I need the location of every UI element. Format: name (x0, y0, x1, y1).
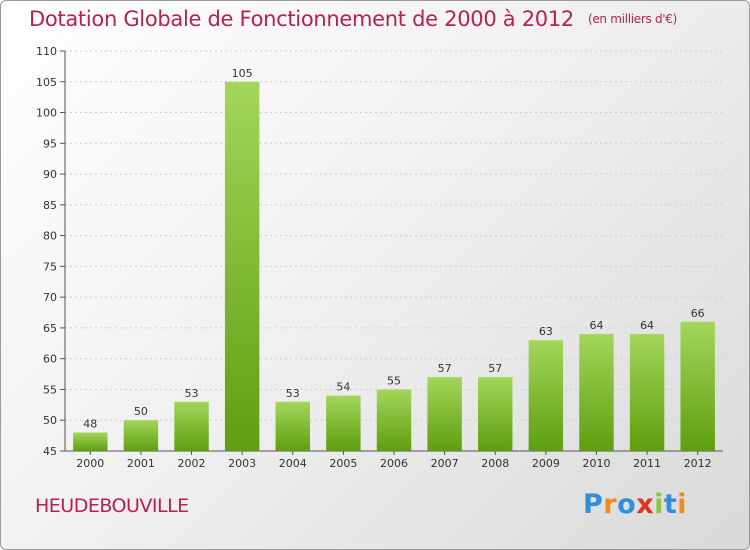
bar (427, 377, 462, 451)
bar (174, 401, 209, 451)
y-tick-label: 75 (43, 260, 57, 273)
logo-letter: o (617, 489, 637, 520)
bar-value-label: 54 (336, 381, 350, 394)
bar (629, 334, 665, 451)
x-tick-label: 2010 (582, 457, 610, 470)
x-tick-label: 2008 (481, 457, 509, 470)
bar (680, 321, 715, 451)
y-tick-label: 85 (43, 199, 57, 212)
bar-value-label: 64 (589, 319, 603, 332)
y-tick-label: 45 (43, 445, 57, 458)
bar (326, 395, 361, 451)
bar (275, 401, 310, 451)
bar (579, 334, 614, 451)
x-tick-label: 2011 (633, 457, 661, 470)
x-tick-label: 2005 (329, 457, 357, 470)
y-tick-label: 70 (43, 291, 57, 304)
y-tick-label: 55 (43, 383, 57, 396)
x-tick-label: 2002 (178, 457, 206, 470)
logo-letter: x (636, 489, 655, 520)
bar-value-label: 53 (185, 387, 199, 400)
y-tick-label: 105 (36, 76, 57, 89)
logo-letter: i (654, 489, 664, 520)
y-tick-label: 60 (43, 353, 57, 366)
y-tick-label: 80 (43, 230, 57, 243)
logo-letter: i (677, 489, 688, 520)
bar (123, 420, 159, 451)
x-tick-label: 2007 (431, 457, 459, 470)
bar-value-label: 63 (539, 325, 553, 338)
bar-value-label: 105 (232, 67, 253, 80)
logo-letter: P (583, 489, 604, 520)
bar-value-label: 50 (134, 405, 148, 418)
chart-title: Dotation Globale de Fonctionnement de 20… (29, 7, 677, 31)
y-tick-label: 110 (36, 45, 57, 58)
bar (478, 377, 513, 451)
y-tick-label: 90 (43, 168, 57, 181)
x-tick-label: 2009 (532, 457, 560, 470)
bar-value-label: 66 (691, 307, 705, 320)
bar (528, 340, 564, 451)
bar (73, 432, 108, 451)
x-tick-label: 2004 (279, 457, 307, 470)
bar-value-label: 48 (83, 418, 97, 431)
bar (376, 389, 412, 451)
y-tick-label: 95 (43, 137, 57, 150)
y-tick-label: 50 (43, 414, 57, 427)
chart-title-text: Dotation Globale de Fonctionnement de 20… (29, 7, 574, 31)
commune-name: HEUDEBOUVILLE (35, 495, 189, 517)
bar-value-label: 57 (438, 362, 452, 375)
bar (224, 81, 260, 452)
x-tick-label: 2012 (684, 457, 712, 470)
x-tick-label: 2000 (76, 457, 104, 470)
logo-letter: t (663, 489, 678, 520)
x-tick-label: 2006 (380, 457, 408, 470)
bar-value-label: 57 (488, 362, 502, 375)
bar-value-label: 53 (286, 387, 300, 400)
x-tick-label: 2001 (127, 457, 155, 470)
logo-letter: r (603, 489, 618, 520)
y-tick-label: 65 (43, 322, 57, 335)
bar-value-label: 55 (387, 374, 401, 387)
x-tick-label: 2003 (228, 457, 256, 470)
bar-value-label: 64 (640, 319, 654, 332)
chart-unit: (en milliers d'€) (587, 12, 677, 26)
y-tick-label: 100 (36, 107, 57, 120)
proxiti-logo: Proxiti (583, 489, 687, 520)
